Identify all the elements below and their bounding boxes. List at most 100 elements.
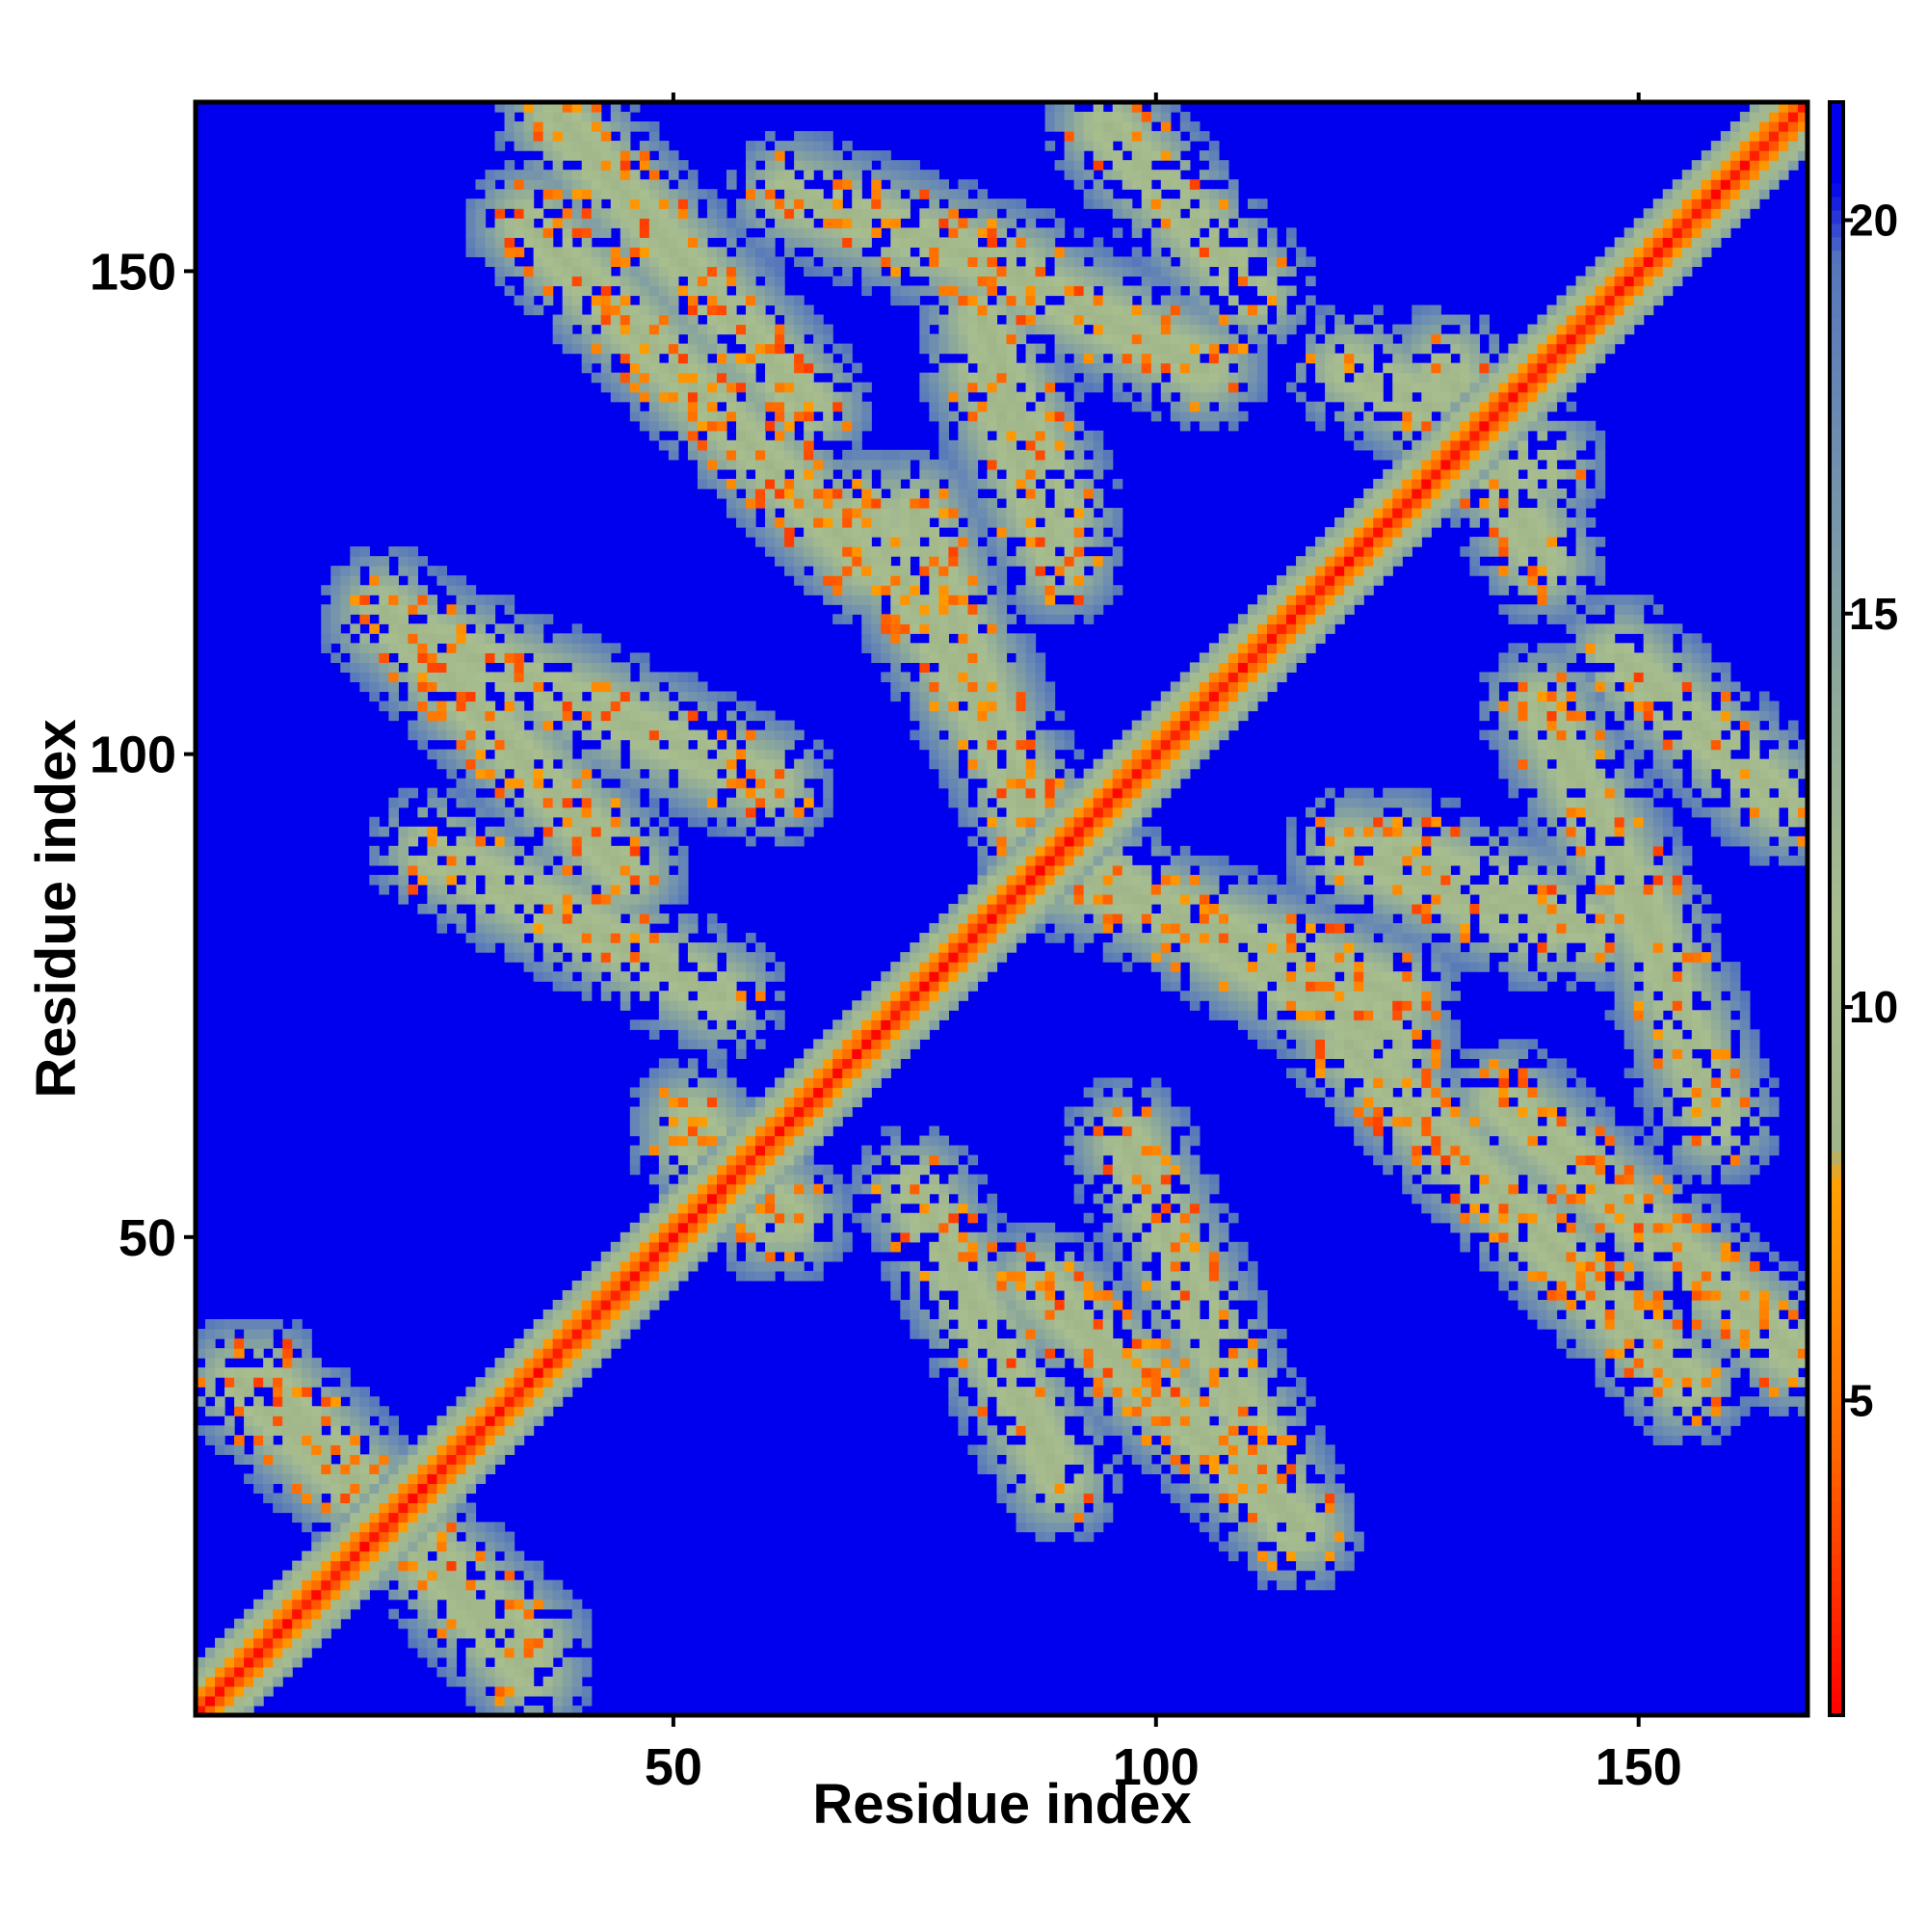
heatmap-cell: [697, 420, 708, 432]
heatmap-cell: [929, 179, 939, 190]
heatmap-cell: [900, 962, 911, 972]
heatmap-cell: [253, 1666, 264, 1678]
heatmap-cell: [446, 701, 458, 712]
heatmap-cell: [523, 1637, 535, 1649]
heatmap-cell: [436, 1628, 448, 1639]
heatmap-cell: [311, 1493, 322, 1504]
heatmap-cell: [977, 343, 989, 355]
heatmap-cell: [436, 1618, 448, 1629]
heatmap-cell: [919, 459, 930, 470]
heatmap-cell: [765, 189, 776, 199]
heatmap-cell: [648, 1116, 660, 1127]
heatmap-cell: [890, 1058, 901, 1069]
heatmap-cell: [600, 1270, 612, 1282]
heatmap-cell: [948, 478, 960, 490]
heatmap-cell: [706, 189, 718, 199]
heatmap-cell: [775, 343, 785, 355]
heatmap-cell: [533, 614, 544, 624]
heatmap-cell: [581, 903, 593, 914]
heatmap-cell: [668, 933, 679, 943]
heatmap-cell: [910, 643, 920, 653]
heatmap-cell: [494, 923, 506, 934]
heatmap-cell: [639, 410, 650, 422]
heatmap-cell: [273, 1599, 283, 1610]
heatmap-cell: [736, 1000, 747, 1011]
heatmap-cell: [571, 218, 583, 228]
heatmap-cell: [494, 864, 506, 876]
heatmap-cell: [832, 1212, 843, 1224]
heatmap-cell: [668, 884, 679, 895]
heatmap-cell: [456, 710, 467, 722]
heatmap-cell: [273, 1637, 283, 1649]
heatmap-cell: [562, 102, 573, 113]
heatmap-cell: [813, 459, 824, 470]
heatmap-cell: [485, 170, 496, 180]
heatmap-cell: [948, 1145, 960, 1156]
heatmap-cell: [871, 556, 882, 567]
heatmap-cell: [996, 266, 1008, 278]
heatmap-cell: [369, 1541, 380, 1552]
heatmap-cell: [948, 208, 960, 219]
heatmap-cell: [1006, 1377, 1017, 1388]
heatmap-cell: [996, 1435, 1008, 1445]
heatmap-cell: [823, 141, 833, 151]
heatmap-cell: [504, 662, 515, 674]
heatmap-cell: [1006, 739, 1017, 751]
heatmap-cell: [408, 826, 419, 837]
heatmap-cell: [948, 749, 960, 760]
heatmap-cell: [552, 893, 564, 905]
heatmap-cell: [485, 1425, 496, 1436]
heatmap-cell: [852, 497, 862, 509]
heatmap-cell: [600, 758, 612, 770]
heatmap-cell: [726, 266, 737, 278]
heatmap-cell: [581, 150, 593, 161]
heatmap-cell: [987, 1425, 998, 1436]
heatmap-cell: [736, 797, 747, 808]
heatmap-cell: [794, 1087, 805, 1098]
heatmap-cell: [552, 797, 564, 808]
heatmap-cell: [562, 295, 573, 306]
heatmap-cell: [514, 141, 525, 151]
heatmap-cell: [475, 179, 487, 190]
heatmap-cell: [514, 758, 525, 770]
heatmap-cell: [350, 1454, 360, 1465]
heatmap-cell: [610, 391, 621, 403]
heatmap-cell: [784, 1231, 795, 1243]
heatmap-cell: [775, 826, 785, 837]
heatmap-cell: [852, 170, 862, 180]
heatmap-cell: [591, 893, 602, 905]
heatmap-cell: [446, 1444, 458, 1455]
heatmap-cell: [542, 112, 554, 122]
heatmap-cell: [629, 652, 641, 663]
heatmap-cell: [938, 1299, 949, 1310]
heatmap-cell: [562, 787, 573, 799]
heatmap-cell: [562, 691, 573, 702]
heatmap-cell: [996, 575, 1008, 586]
heatmap-cell: [677, 324, 689, 335]
heatmap-cell: [253, 1435, 264, 1445]
heatmap-cell: [784, 1097, 795, 1108]
heatmap-cell: [881, 1231, 891, 1243]
heatmap-cell: [948, 304, 960, 316]
heatmap-cell: [861, 1077, 872, 1089]
heatmap-cell: [977, 382, 989, 393]
heatmap-cell: [765, 449, 776, 461]
heatmap-cell: [929, 285, 939, 297]
heatmap-cell: [514, 1589, 525, 1601]
heatmap-cell: [552, 749, 564, 760]
heatmap-cell: [514, 170, 525, 180]
heatmap-cell: [533, 652, 544, 663]
heatmap-cell: [456, 585, 467, 595]
heatmap-cell: [648, 160, 660, 171]
heatmap-cell: [736, 1212, 747, 1224]
heatmap-cell: [542, 1367, 554, 1378]
heatmap-cell: [697, 807, 708, 818]
heatmap-cell: [408, 835, 419, 847]
heatmap-cell: [668, 1068, 679, 1079]
heatmap-cell: [369, 855, 380, 866]
heatmap-cell: [658, 439, 670, 451]
heatmap-cell: [1006, 1464, 1017, 1474]
heatmap-cell: [677, 971, 689, 982]
heatmap-cell: [648, 208, 660, 219]
heatmap-cell: [591, 787, 602, 799]
